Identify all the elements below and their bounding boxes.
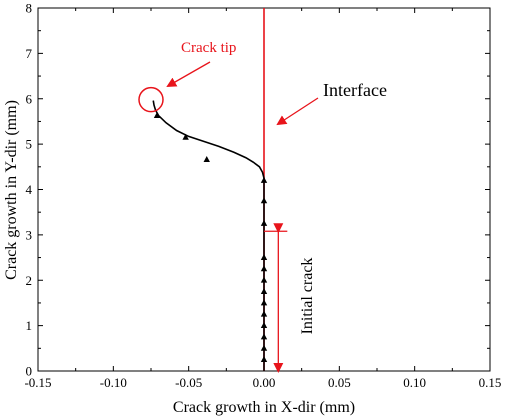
triangle-marker bbox=[260, 287, 268, 294]
x-tick-label: 0.15 bbox=[479, 375, 502, 390]
triangle-marker bbox=[260, 176, 268, 183]
crack-tip-arrow bbox=[166, 61, 211, 87]
triangle-marker bbox=[260, 333, 268, 340]
crack-tip-label: Crack tip bbox=[181, 40, 236, 56]
x-tick-label: 0.05 bbox=[328, 375, 351, 390]
triangle-marker bbox=[260, 276, 268, 283]
y-tick-label: 1 bbox=[26, 318, 33, 333]
y-tick-label: 2 bbox=[26, 273, 33, 288]
triangle-marker bbox=[260, 219, 268, 226]
initial-crack-annotation: Initial crack bbox=[264, 223, 316, 373]
x-axis: -0.15 -0.10 -0.05 0.00 0.05 0.10 0.15 bbox=[24, 8, 501, 390]
triangle-marker bbox=[260, 322, 268, 329]
y-tick-label: 4 bbox=[26, 182, 33, 197]
triangle-marker bbox=[260, 344, 268, 351]
triangle-marker bbox=[260, 265, 268, 272]
y-axis-title: Crack growth in Y-dir (mm) bbox=[3, 100, 20, 280]
crack-path-series bbox=[152, 100, 265, 371]
initial-crack-label: Initial crack bbox=[299, 258, 316, 335]
x-tick-label: 0.00 bbox=[253, 375, 276, 390]
interface-arrow bbox=[276, 97, 319, 126]
triangle-marker bbox=[182, 133, 189, 140]
crack-tip-annotation: Crack tip bbox=[138, 40, 236, 113]
x-axis-title: Crack growth in X-dir (mm) bbox=[173, 399, 355, 416]
triangle-marker bbox=[260, 197, 268, 204]
crack-tip-circle bbox=[138, 86, 164, 113]
interface-label: Interface bbox=[323, 80, 387, 100]
x-tick-label: 0.10 bbox=[403, 375, 426, 390]
triangle-marker bbox=[203, 155, 210, 162]
interface-annotation: Interface bbox=[276, 80, 387, 126]
y-tick-label: 6 bbox=[26, 91, 33, 106]
triangle-marker bbox=[153, 111, 161, 118]
y-tick-label: 8 bbox=[26, 1, 33, 16]
triangle-marker bbox=[260, 356, 268, 363]
triangle-marker bbox=[260, 299, 268, 306]
y-tick-label: 0 bbox=[26, 364, 33, 379]
triangle-marker bbox=[260, 310, 268, 317]
y-tick-label: 7 bbox=[26, 46, 33, 61]
x-tick-label: -0.10 bbox=[100, 375, 127, 390]
y-tick-label: 3 bbox=[26, 227, 33, 242]
crack-path-markers bbox=[153, 111, 268, 363]
y-axis: 0 1 2 3 4 5 6 7 8 bbox=[26, 1, 490, 379]
y-tick-label: 5 bbox=[26, 137, 33, 152]
x-tick-label: -0.15 bbox=[24, 375, 51, 390]
triangle-marker bbox=[260, 253, 268, 260]
x-tick-label: -0.05 bbox=[175, 375, 202, 390]
